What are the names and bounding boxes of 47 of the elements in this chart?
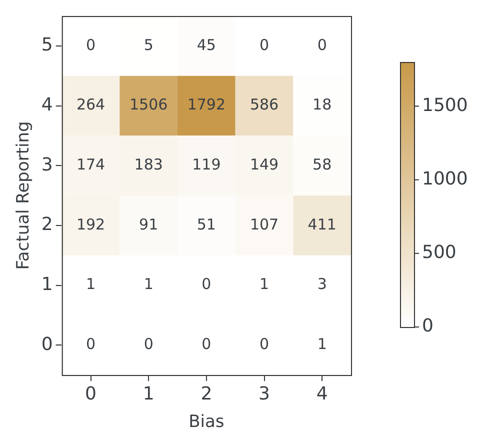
x-tick-label: 3 [258, 383, 270, 404]
data-label: 149 [250, 155, 279, 174]
data-label: 45 [196, 36, 216, 54]
y-axis-title: Factual Reporting [14, 121, 34, 270]
data-label: 1 [259, 275, 270, 294]
x-tick-label: 4 [316, 383, 328, 404]
color-bar-label: 0 [422, 316, 434, 337]
y-tick-label: 0 [41, 334, 53, 355]
y-tick-label: 3 [41, 154, 53, 176]
data-label: 0 [202, 334, 212, 353]
y-tick-label: 1 [41, 274, 53, 295]
y-tick-label: 4 [41, 94, 53, 116]
data-label: 192 [76, 215, 106, 234]
x-tick-label: 0 [85, 383, 96, 404]
data-label: 0 [259, 334, 270, 353]
data-label: 1792 [187, 96, 226, 114]
x-tick-label: 2 [200, 383, 212, 404]
data-label: 183 [134, 155, 163, 174]
color-bar-label: 1500 [422, 94, 468, 116]
data-label: 18 [312, 96, 332, 114]
data-label: 0 [144, 334, 154, 353]
data-label: 0 [86, 36, 96, 54]
data-label: 0 [86, 334, 96, 353]
data-label: 58 [312, 155, 332, 174]
data-label: 1 [144, 275, 154, 294]
color-bar-label: 500 [422, 242, 456, 264]
y-tick-label: 2 [41, 214, 53, 236]
data-label: 1 [86, 275, 96, 294]
x-tick-label: 1 [142, 383, 154, 404]
x-axis-title: Bias [188, 412, 224, 432]
data-label: 107 [250, 215, 279, 234]
data-label: 0 [202, 275, 212, 294]
data-label: 3 [317, 275, 327, 294]
data-label: 1 [317, 334, 327, 353]
data-label: 1506 [130, 96, 168, 114]
data-label: 174 [76, 155, 106, 174]
data-label: 0 [317, 36, 327, 54]
data-label: 586 [250, 96, 279, 114]
data-label: 51 [196, 215, 216, 234]
data-label: 0 [259, 36, 270, 54]
color-bar-label: 1000 [422, 168, 468, 190]
data-label: 119 [192, 155, 221, 174]
data-label: 5 [144, 36, 154, 54]
y-tick-label: 5 [41, 34, 53, 56]
data-label: 411 [308, 215, 336, 234]
data-label: 91 [139, 215, 158, 234]
data-label: 264 [76, 96, 106, 114]
